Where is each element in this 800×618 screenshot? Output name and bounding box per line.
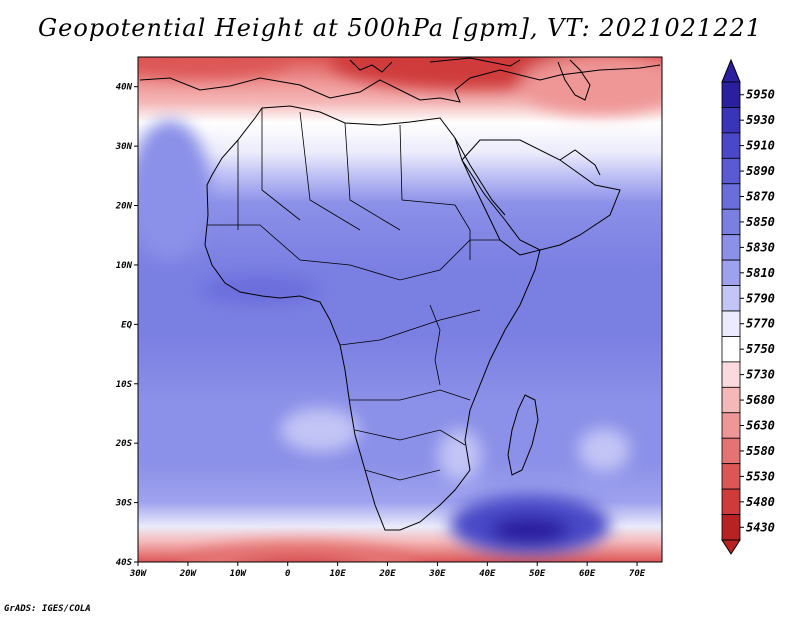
lon-tick-label: 0	[285, 569, 291, 579]
colorbar-label: 5680	[746, 393, 775, 407]
lon-tick-label: 30W	[129, 569, 148, 579]
colorbar-swatch	[721, 183, 741, 210]
coastlines	[139, 57, 661, 531]
lon-tick-label: 70E	[629, 569, 646, 579]
colorbar-swatch	[721, 437, 741, 465]
lat-tick-label: 30S	[115, 499, 133, 509]
lon-tick-label: 40E	[479, 569, 496, 579]
colorbar-label: 5630	[746, 419, 775, 433]
lon-tick-label: 20E	[378, 569, 396, 579]
lon-tick-label: 10W	[230, 569, 248, 579]
colorbar-label: 5850	[746, 215, 775, 229]
colorbar-swatch	[721, 463, 741, 490]
colorbar-swatch	[721, 361, 741, 388]
colorbar-label: 5790	[746, 291, 775, 305]
longitude-axis: 30W 20W 10W 0 10E 20E 30E 40E 50E 60E 70E	[129, 562, 646, 579]
colorbar-swatch	[721, 107, 741, 134]
colorbar-label: 5750	[746, 342, 775, 356]
height-field	[138, 57, 662, 562]
chart-title: Geopotential Height at 500hPa [gpm], VT:…	[38, 14, 762, 42]
lat-tick-label: 10S	[116, 380, 133, 390]
colorbar-label: 5730	[746, 368, 775, 382]
lat-tick-label: 10N	[116, 261, 133, 271]
colorbar-label: 5810	[746, 266, 775, 280]
lon-tick-label: 20W	[179, 569, 198, 579]
lon-tick-label: 50E	[529, 569, 546, 579]
colorbar-swatch	[721, 336, 741, 363]
colorbar-label: 5930	[746, 113, 775, 127]
colorbar-swatch	[721, 234, 741, 261]
lat-tick-label: 40N	[116, 83, 133, 93]
lon-tick-label: 60E	[579, 569, 596, 579]
colorbar-label: 5950	[746, 88, 775, 102]
colorbar-swatch	[721, 412, 741, 439]
country-borders	[207, 108, 500, 481]
colorbar-swatch	[721, 514, 741, 541]
colorbar-swatch	[721, 285, 741, 312]
colorbar-top-arrow	[721, 58, 741, 83]
colorbar-label: 5480	[746, 495, 775, 509]
colorbar-swatch	[721, 386, 741, 414]
colorbar-swatch	[721, 488, 741, 515]
colorbar-label: 5530	[746, 469, 775, 483]
plot-frame	[137, 56, 663, 563]
lat-tick-label: 30N	[115, 142, 133, 152]
colorbar-label: 5890	[746, 164, 775, 178]
colorbar-swatch	[721, 81, 741, 108]
colorbar: 5950 5930 5910 5890 5870 5850 5830 5810 5790 5770…	[721, 58, 775, 555]
lat-tick-label: 20N	[115, 202, 133, 212]
colorbar-swatch	[721, 132, 741, 159]
credit-text: GrADS: IGES/COLA	[4, 604, 91, 614]
colorbar-label: 5580	[746, 444, 775, 458]
colorbar-swatch	[721, 259, 741, 286]
colorbar-swatch	[721, 208, 741, 236]
colorbar-label: 5830	[746, 240, 775, 254]
colorbar-swatch	[721, 157, 741, 185]
colorbar-label: 5770	[746, 317, 775, 331]
colorbar-swatch	[721, 310, 741, 337]
latitude-axis: 40N 30N 20N 10N EQ 10S 20S 30S 40S	[115, 83, 138, 568]
lat-tick-label: 20S	[115, 439, 133, 449]
colorbar-label: 5870	[746, 190, 775, 204]
lon-tick-label: 30E	[428, 569, 446, 579]
colorbar-bottom-arrow	[721, 539, 741, 555]
colorbar-label: 5430	[746, 520, 775, 534]
lat-tick-label: EQ	[121, 320, 132, 330]
colorbar-label: 5910	[746, 139, 775, 153]
lon-tick-label: 10E	[329, 569, 346, 579]
lat-tick-label: 40S	[116, 558, 133, 568]
